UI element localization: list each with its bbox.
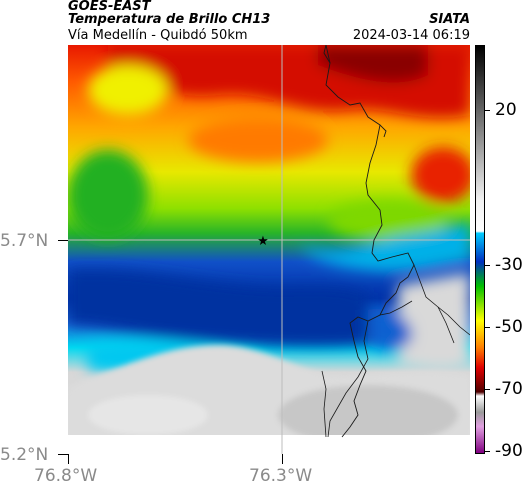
no-data-strip [68,435,470,454]
colorbar [475,45,485,454]
colorbar-tick [485,265,490,266]
x-tick-label: 76.3°W [249,466,313,486]
colorbar-label: -70 [495,379,523,399]
colorbar-tick [485,110,490,111]
colorbar-label: 20 [495,100,517,120]
y-tick-mark [58,240,68,241]
product-title: Temperatura de Brillo CH13 [68,12,271,27]
colorbar-label: -30 [495,255,523,275]
x-tick-label: 76.8°W [34,466,98,486]
satellite-title: GOES-EAST [68,0,151,14]
colorbar-tick [485,389,490,390]
region-subtitle: Vía Medellín - Quibdó 50km [68,28,248,43]
x-tick-mark [68,454,69,464]
brightness-temperature-map: ★ [68,45,470,454]
y-tick-mark [58,454,68,455]
y-tick-label: 5.7°N [0,231,49,251]
colorbar-tick [485,327,490,328]
map-canvas: ★ [68,45,470,454]
star-icon: ★ [257,234,269,249]
border-line [325,45,415,438]
x-tick-mark [282,454,283,464]
colorbar-gradient [476,46,484,453]
colorbar-label: -50 [495,317,523,337]
datetime-label: 2024-03-14 06:19 [352,28,470,43]
colorbar-label: -90 [495,441,523,461]
brand-label: SIATA [429,12,470,27]
y-tick-label: 5.2°N [0,445,49,465]
colorbar-tick [485,451,490,452]
